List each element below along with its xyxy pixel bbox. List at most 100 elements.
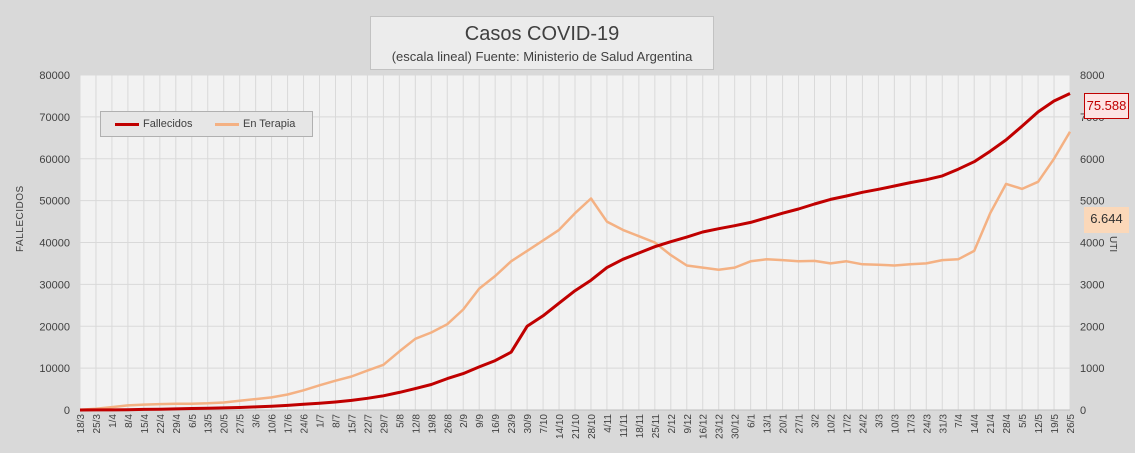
x-tick-label: 18/11: [635, 414, 646, 439]
right-axis-label: UTI: [1107, 236, 1118, 253]
x-tick-label: 10/3: [890, 414, 901, 434]
x-tick-label: 29/4: [172, 414, 183, 434]
x-tick-label: 18/3: [76, 414, 87, 434]
x-tick-label: 19/5: [1050, 414, 1061, 434]
x-tick-label: 17/2: [842, 414, 853, 434]
x-tick-label: 10/2: [826, 414, 837, 434]
x-tick-label: 11/11: [619, 414, 630, 438]
x-tick-label: 28/4: [1002, 414, 1013, 434]
callout-fallecidos-last: 75.588: [1084, 93, 1129, 119]
x-tick-label: 31/3: [938, 414, 949, 434]
series-line-fallecidos: [79, 92, 1071, 412]
x-tick-label: 14/10: [555, 414, 566, 439]
right-tick-label: 3000: [1080, 279, 1104, 291]
x-tick-label: 1/4: [108, 414, 119, 428]
x-tick-label: 8/7: [331, 414, 342, 428]
x-tick-label: 3/6: [252, 414, 263, 428]
x-tick-label: 16/12: [699, 414, 710, 439]
x-tick-label: 2/9: [459, 414, 470, 428]
x-tick-label: 6/5: [188, 414, 199, 428]
x-tick-label: 25/11: [651, 414, 662, 439]
chart-legend: Fallecidos En Terapia: [100, 111, 313, 137]
left-axis-ticks: 0 10000 20000 30000 40000 50000 60000 70000 8000…: [39, 70, 70, 417]
x-tick-label: 9/12: [683, 414, 694, 434]
x-tick-label: 1/7: [316, 414, 327, 428]
legend-item-terapia: En Terapia: [215, 112, 295, 136]
left-tick-label: 80000: [39, 70, 70, 82]
x-tick-label: 13/1: [763, 414, 774, 434]
right-tick-label: 4000: [1080, 238, 1104, 250]
left-axis-label: FALLECIDOS: [15, 185, 26, 252]
x-tick-label: 20/5: [220, 414, 231, 434]
left-tick-label: 70000: [39, 112, 70, 124]
callout-terapia-last: 6.644: [1084, 207, 1129, 233]
x-tick-label: 12/5: [1034, 414, 1045, 434]
x-tick-label: 19/8: [427, 414, 438, 434]
left-tick-label: 30000: [39, 279, 70, 291]
x-tick-label: 23/12: [715, 414, 726, 439]
x-tick-label: 3/3: [874, 414, 885, 428]
x-tick-label: 4/11: [603, 414, 614, 433]
left-tick-label: 0: [64, 405, 70, 417]
x-tick-label: 22/4: [156, 414, 167, 434]
x-tick-label: 24/2: [858, 414, 869, 434]
left-tick-label: 40000: [39, 238, 70, 250]
right-tick-label: 6000: [1080, 154, 1104, 166]
x-tick-label: 13/5: [204, 414, 215, 434]
series-line-terapia: [79, 131, 1072, 412]
x-tick-label: 15/7: [347, 414, 358, 434]
x-tick-label: 17/6: [284, 414, 295, 434]
x-tick-label: 7/4: [954, 414, 965, 428]
series-layer: [79, 92, 1072, 412]
legend-swatch-terapia: [215, 122, 239, 126]
x-tick-label: 22/7: [363, 414, 374, 434]
x-tick-label: 21/10: [571, 414, 582, 439]
left-tick-label: 60000: [39, 154, 70, 166]
x-tick-label: 17/3: [906, 414, 917, 434]
x-tick-label: 25/3: [92, 414, 103, 434]
chart-title-box: Casos COVID-19 (escala lineal) Fuente: M…: [370, 16, 714, 70]
x-tick-label: 27/5: [236, 414, 247, 434]
right-tick-label: 1000: [1080, 363, 1104, 375]
x-tick-label: 7/10: [539, 414, 550, 434]
x-tick-label: 3/2: [811, 414, 822, 428]
x-axis-ticks: 18/3 25/3 1/4 8/4 15/4 22/4 29/4 6/5 13/5 20/5 27/…: [76, 414, 1077, 439]
x-tick-label: 26/5: [1066, 414, 1077, 434]
x-tick-label: 20/1: [779, 414, 790, 434]
x-tick-label: 15/4: [140, 414, 151, 434]
legend-item-fallecidos: Fallecidos: [115, 112, 193, 136]
right-axis-ticks: 010002000300040005000600070008000: [1080, 70, 1104, 417]
left-tick-label: 10000: [39, 363, 70, 375]
x-tick-label: 2/12: [667, 414, 678, 434]
x-tick-label: 9/9: [475, 414, 486, 428]
x-tick-label: 23/9: [507, 414, 518, 434]
x-tick-label: 21/4: [986, 414, 997, 434]
right-tick-label: 2000: [1080, 321, 1104, 333]
x-tick-label: 5/5: [1018, 414, 1029, 428]
x-tick-label: 30/12: [731, 414, 742, 439]
left-tick-label: 50000: [39, 196, 70, 208]
x-tick-label: 16/9: [491, 414, 502, 434]
right-tick-label: 8000: [1080, 70, 1104, 82]
x-tick-label: 8/4: [124, 414, 135, 428]
left-tick-label: 20000: [39, 321, 70, 333]
x-tick-label: 14/4: [970, 414, 981, 434]
x-tick-label: 30/9: [523, 414, 534, 434]
x-tick-label: 10/6: [268, 414, 279, 434]
x-tick-label: 5/8: [395, 414, 406, 428]
x-tick-label: 27/1: [795, 414, 806, 434]
right-tick-label: 5000: [1080, 196, 1104, 208]
right-tick-label: 0: [1080, 405, 1086, 417]
chart-title: Casos COVID-19: [464, 23, 620, 45]
legend-label-fallecidos: Fallecidos: [143, 118, 193, 130]
x-tick-label: 29/7: [379, 414, 390, 434]
chart-subtitle: (escala lineal) Fuente: Ministerio de Sa…: [391, 49, 693, 64]
x-tick-label: 28/10: [587, 414, 598, 439]
x-tick-label: 26/8: [443, 414, 454, 434]
x-tick-label: 24/6: [300, 414, 311, 434]
x-tick-label: 24/3: [922, 414, 933, 434]
legend-swatch-fallecidos: [115, 122, 139, 126]
x-tick-label: 6/1: [747, 414, 758, 428]
